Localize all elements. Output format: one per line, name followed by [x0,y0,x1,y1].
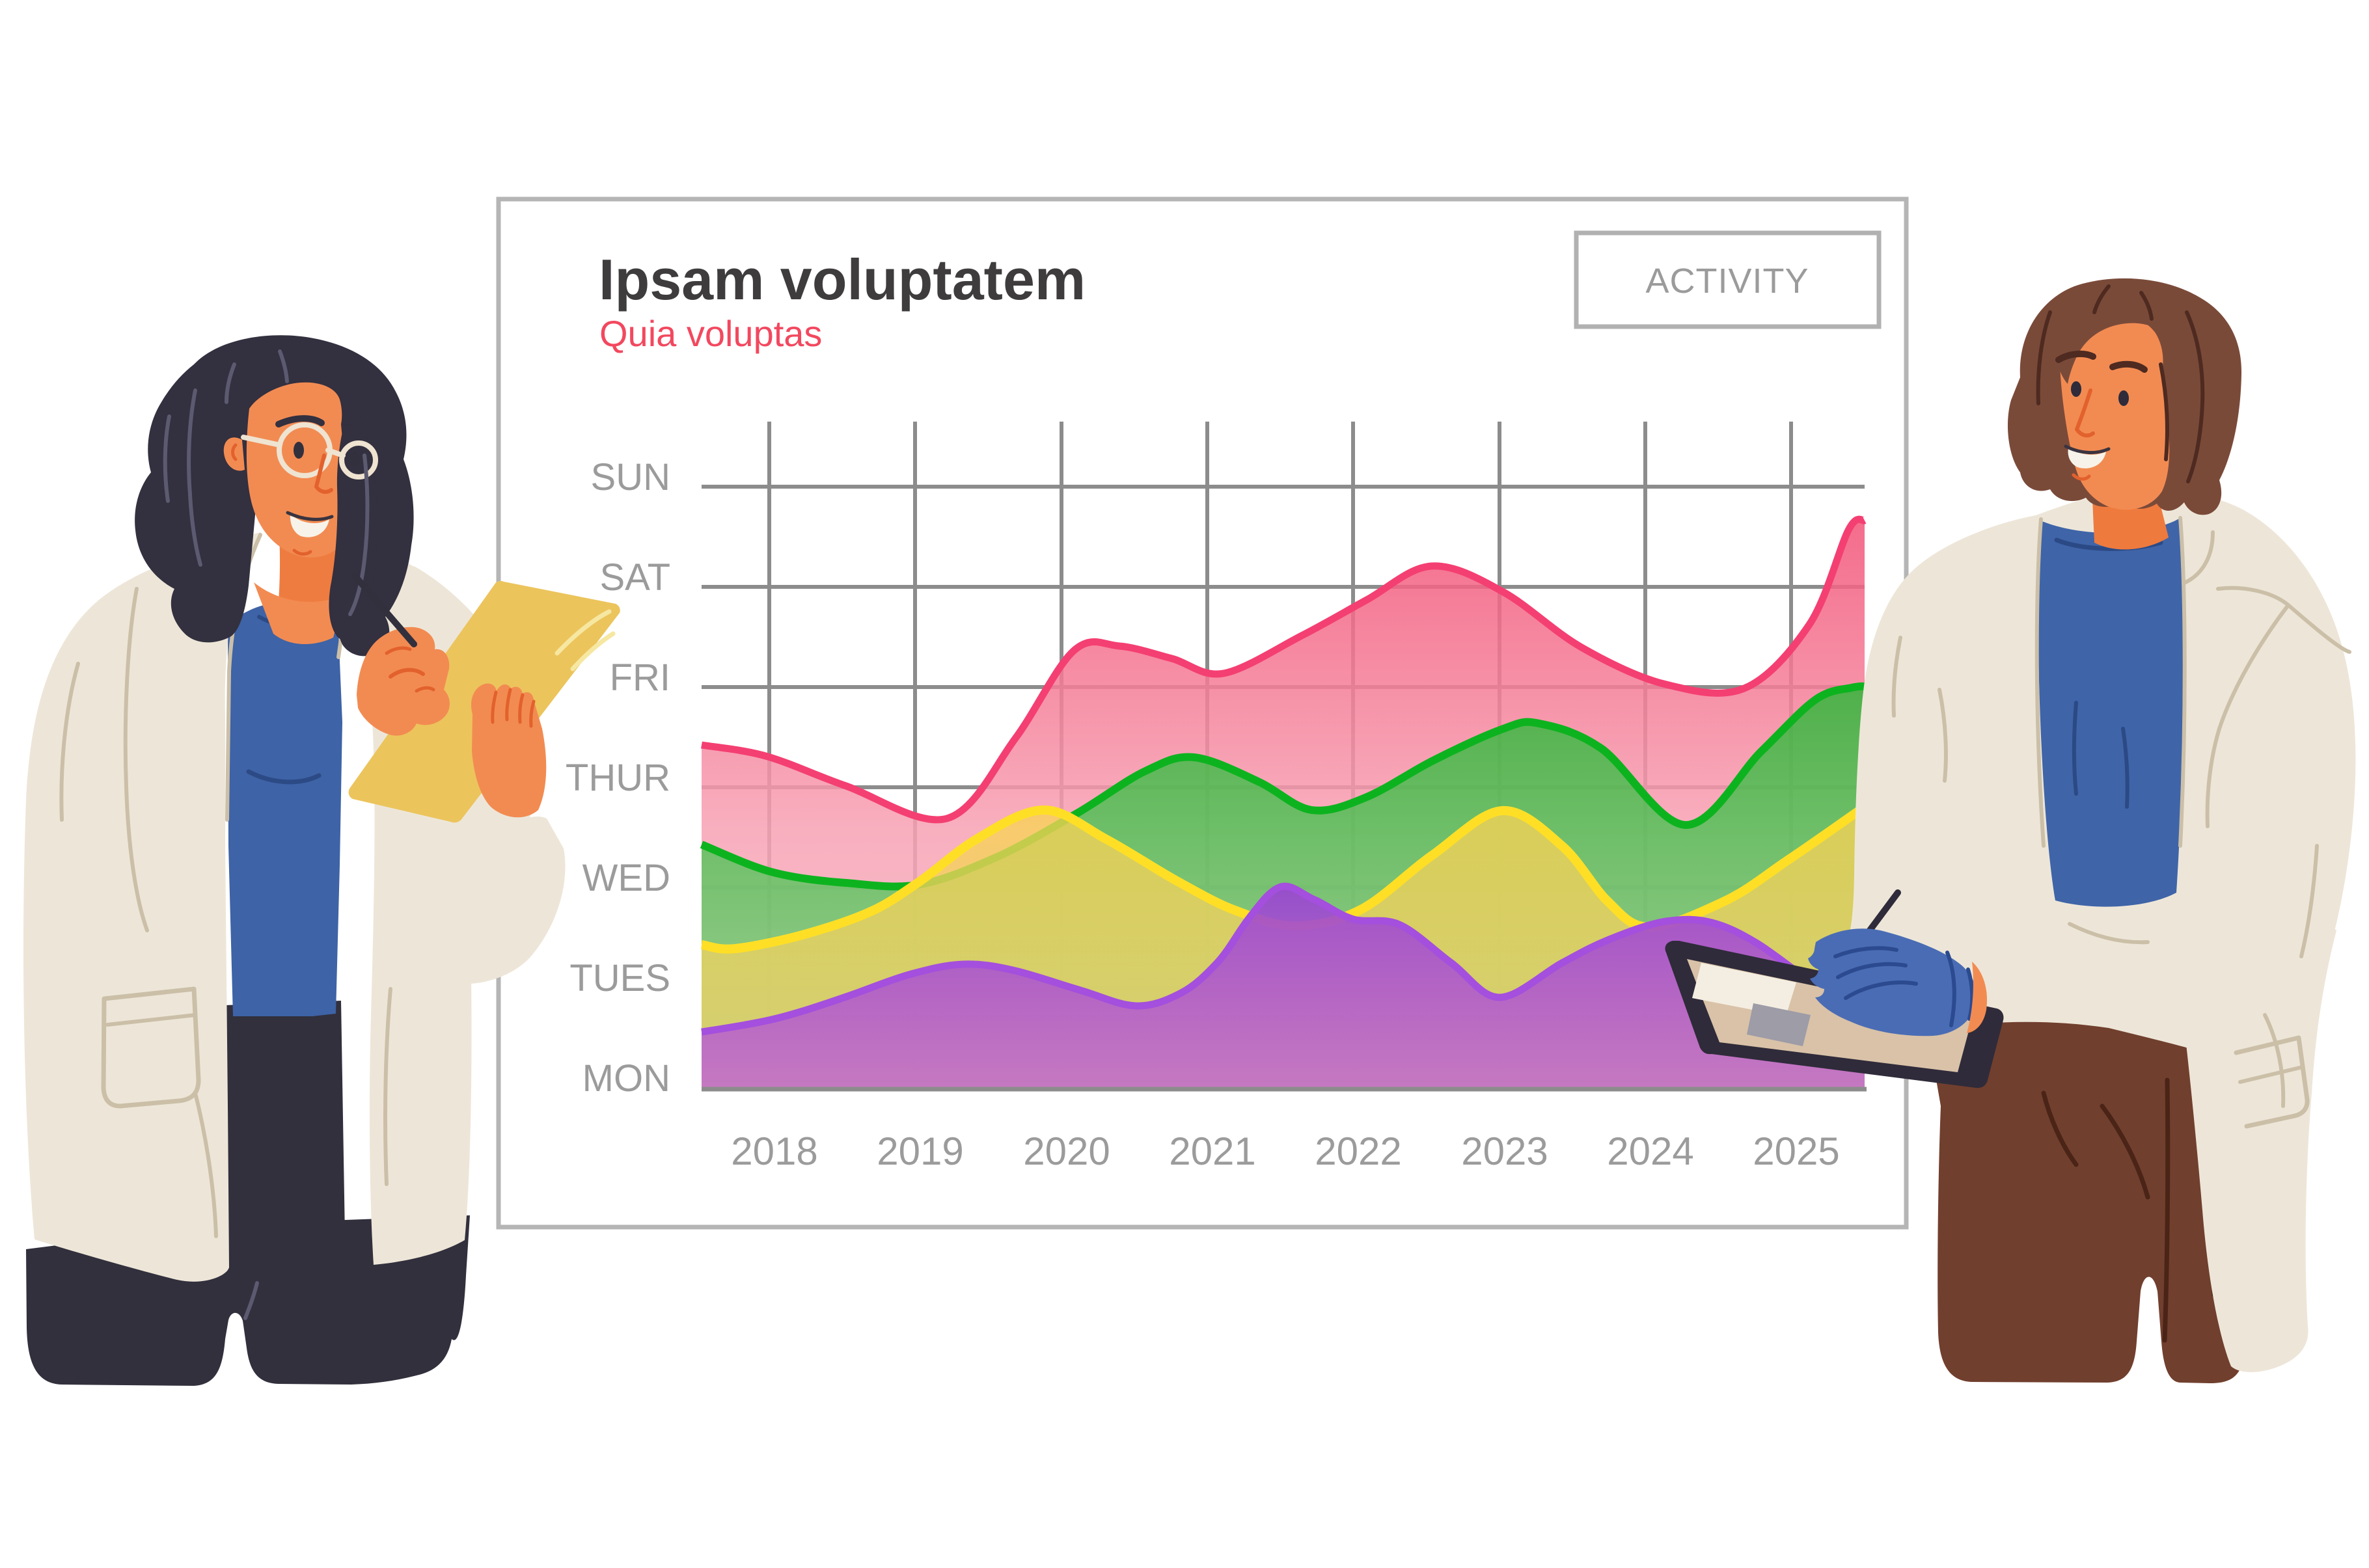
svg-text:SAT: SAT [600,556,671,599]
svg-text:ACTIVITY: ACTIVITY [1645,262,1809,301]
svg-text:2020: 2020 [1023,1129,1110,1173]
svg-text:2022: 2022 [1315,1129,1401,1173]
svg-text:TUES: TUES [569,957,670,999]
svg-text:WED: WED [582,857,670,899]
svg-text:2018: 2018 [731,1129,817,1173]
svg-text:2019: 2019 [877,1129,963,1173]
svg-text:FRI: FRI [610,656,670,699]
svg-text:SUN: SUN [591,456,670,498]
svg-text:2023: 2023 [1461,1129,1548,1173]
svg-text:THUR: THUR [566,757,670,799]
svg-text:2024: 2024 [1607,1129,1693,1173]
svg-text:MON: MON [582,1057,670,1100]
svg-text:Quia voluptas: Quia voluptas [599,313,822,354]
svg-text:2021: 2021 [1169,1129,1255,1173]
svg-text:2025: 2025 [1753,1129,1839,1173]
svg-text:Ipsam voluptatem: Ipsam voluptatem [599,247,1086,312]
